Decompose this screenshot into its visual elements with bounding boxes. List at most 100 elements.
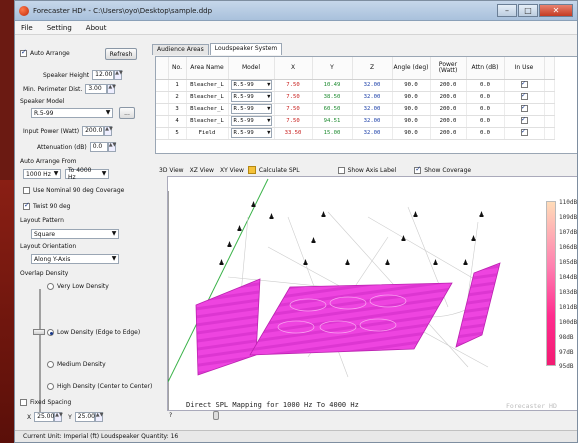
speaker-icon[interactable] <box>433 259 438 265</box>
cell-x[interactable]: 7.50 <box>274 79 313 92</box>
speaker-model-select[interactable]: R.5-99 ▼ <box>31 108 113 118</box>
speaker-icon[interactable] <box>269 213 274 219</box>
view-3d-button[interactable]: 3D View <box>159 166 184 174</box>
cell-in-use[interactable] <box>504 115 545 128</box>
input-power-spinner[interactable]: ▲▼ <box>104 126 113 136</box>
nominal-coverage-checkbox[interactable] <box>23 187 30 194</box>
spl-map-canvas[interactable] <box>168 177 578 411</box>
speaker-icon[interactable] <box>219 259 224 265</box>
speaker-icon[interactable] <box>463 259 468 265</box>
table-row[interactable]: 3 Bleacher_L R.5-99 ▼ 7.50 60.50 32.00 90… <box>156 103 555 116</box>
cell-area-name[interactable]: Bleacher_L <box>186 115 229 128</box>
cell-area-name[interactable]: Bleacher_L <box>186 79 229 92</box>
density-slider-thumb[interactable] <box>33 329 45 335</box>
cell-angle[interactable]: 90.0 <box>392 115 431 128</box>
cell-in-use[interactable] <box>504 79 545 92</box>
speaker-icon[interactable] <box>227 241 232 247</box>
cell-power[interactable]: 200.0 <box>430 103 467 116</box>
in-use-checkbox[interactable] <box>520 103 528 112</box>
speaker-icon[interactable] <box>311 237 316 243</box>
cell-model[interactable]: R.5-99 ▼ <box>228 91 275 104</box>
cell-x[interactable]: 7.50 <box>274 115 313 128</box>
table-row[interactable]: 4 Bleacher_L R.5-99 ▼ 7.50 94.51 32.00 90… <box>156 115 555 128</box>
cell-model[interactable]: R.5-99 ▼ <box>228 103 275 116</box>
cell-z[interactable]: 32.00 <box>352 103 393 116</box>
fixed-spacing-checkbox[interactable] <box>20 399 27 406</box>
cell-x[interactable]: 7.50 <box>274 91 313 104</box>
view-xy-button[interactable]: XY View <box>219 166 244 174</box>
speaker-model-more-button[interactable]: ... <box>119 107 135 119</box>
speaker-icon[interactable] <box>251 201 256 207</box>
perimeter-input[interactable]: 3.00 <box>85 84 108 94</box>
viewport-scrollbar[interactable]: ? <box>167 411 577 421</box>
cell-attn[interactable]: 0.0 <box>466 79 505 92</box>
speaker-icon[interactable] <box>385 259 390 265</box>
table-scrollbar[interactable] <box>544 103 555 116</box>
attenuation-spinner[interactable]: ▲▼ <box>107 142 116 152</box>
input-power-input[interactable]: 200.0 <box>82 126 105 136</box>
in-use-checkbox[interactable] <box>520 91 528 100</box>
table-scrollbar[interactable] <box>544 79 555 92</box>
table-scrollbar[interactable] <box>544 91 555 104</box>
cell-z[interactable]: 32.00 <box>352 79 393 92</box>
menu-about[interactable]: About <box>85 23 107 32</box>
table-scrollbar[interactable] <box>544 115 555 128</box>
speaker-height-spinner[interactable]: ▲▼ <box>114 70 123 80</box>
menu-file[interactable]: File <box>21 23 33 32</box>
density-high-radio[interactable] <box>47 383 54 390</box>
density-very-low-radio[interactable] <box>47 283 54 290</box>
spl-3d-viewport[interactable]: 110dB 109dB 107dB 106dB 105dB 104dB 103d… <box>167 176 578 411</box>
in-use-checkbox[interactable] <box>520 127 528 136</box>
cell-y[interactable]: 10.49 <box>312 79 353 92</box>
show-axis-label-checkbox[interactable] <box>337 166 345 174</box>
speaker-icon[interactable] <box>413 211 418 217</box>
cell-attn[interactable]: 0.0 <box>466 91 505 104</box>
x-spacing-spinner[interactable]: ▲▼ <box>54 412 63 422</box>
cell-x[interactable]: 33.50 <box>274 127 313 140</box>
cell-model[interactable]: R.5-99 ▼ <box>228 127 275 140</box>
speaker-markers[interactable] <box>219 201 484 265</box>
cell-z[interactable]: 32.00 <box>352 115 393 128</box>
cell-area-name[interactable]: Field <box>186 127 229 140</box>
calculate-spl-button[interactable]: Calculate SPL <box>258 166 300 174</box>
density-medium-radio[interactable] <box>47 361 54 368</box>
from-frequency-select[interactable]: 1000 Hz ▼ <box>23 169 61 179</box>
cell-in-use[interactable] <box>504 91 545 104</box>
speaker-icon[interactable] <box>303 259 308 265</box>
close-button[interactable]: ✕ <box>539 4 573 17</box>
to-frequency-select[interactable]: To 4000 Hz ▼ <box>65 167 109 181</box>
density-low-radio[interactable] <box>47 329 54 336</box>
show-coverage-checkbox[interactable] <box>414 165 422 174</box>
cell-power[interactable]: 200.0 <box>430 91 467 104</box>
table-row[interactable]: 5 Field R.5-99 ▼ 33.50 15.00 32.00 90.0 2… <box>156 127 555 140</box>
cell-y[interactable]: 60.50 <box>312 103 353 116</box>
table-row[interactable]: 2 Bleacher_L R.5-99 ▼ 7.50 38.50 32.00 90… <box>156 91 555 104</box>
layout-orientation-select[interactable]: Along Y-Axis ▼ <box>31 254 119 264</box>
cell-area-name[interactable]: Bleacher_L <box>186 103 229 116</box>
speaker-icon[interactable] <box>321 211 326 217</box>
cell-in-use[interactable] <box>504 127 545 140</box>
cell-angle[interactable]: 90.0 <box>392 91 431 104</box>
cell-angle[interactable]: 90.0 <box>392 79 431 92</box>
perimeter-spinner[interactable]: ▲▼ <box>107 84 116 94</box>
cell-model[interactable]: R.5-99 ▼ <box>228 115 275 128</box>
cell-attn[interactable]: 0.0 <box>466 103 505 116</box>
tab-loudspeaker-system[interactable]: Loudspeaker System <box>209 43 283 55</box>
layout-pattern-select[interactable]: Square ▼ <box>31 229 119 239</box>
speaker-icon[interactable] <box>471 235 476 241</box>
tab-audience-areas[interactable]: Audience Areas <box>152 44 209 55</box>
maximize-button[interactable]: □ <box>518 4 538 17</box>
cell-y[interactable]: 94.51 <box>312 115 353 128</box>
cell-in-use[interactable] <box>504 103 545 116</box>
cell-x[interactable]: 7.50 <box>274 103 313 116</box>
cell-attn[interactable]: 0.0 <box>466 127 505 140</box>
table-scrollbar[interactable] <box>544 127 555 140</box>
cell-power[interactable]: 200.0 <box>430 79 467 92</box>
cell-power[interactable]: 200.0 <box>430 127 467 140</box>
auto-arrange-checkbox[interactable] <box>20 48 27 57</box>
minimize-button[interactable]: – <box>497 4 517 17</box>
table-row[interactable]: 1 Bleacher_L R.5-99 ▼ 7.50 10.49 32.00 90… <box>156 79 555 92</box>
speaker-height-input[interactable]: 12.00 <box>92 70 115 80</box>
twist-checkbox[interactable] <box>23 201 30 210</box>
cell-z[interactable]: 32.00 <box>352 91 393 104</box>
